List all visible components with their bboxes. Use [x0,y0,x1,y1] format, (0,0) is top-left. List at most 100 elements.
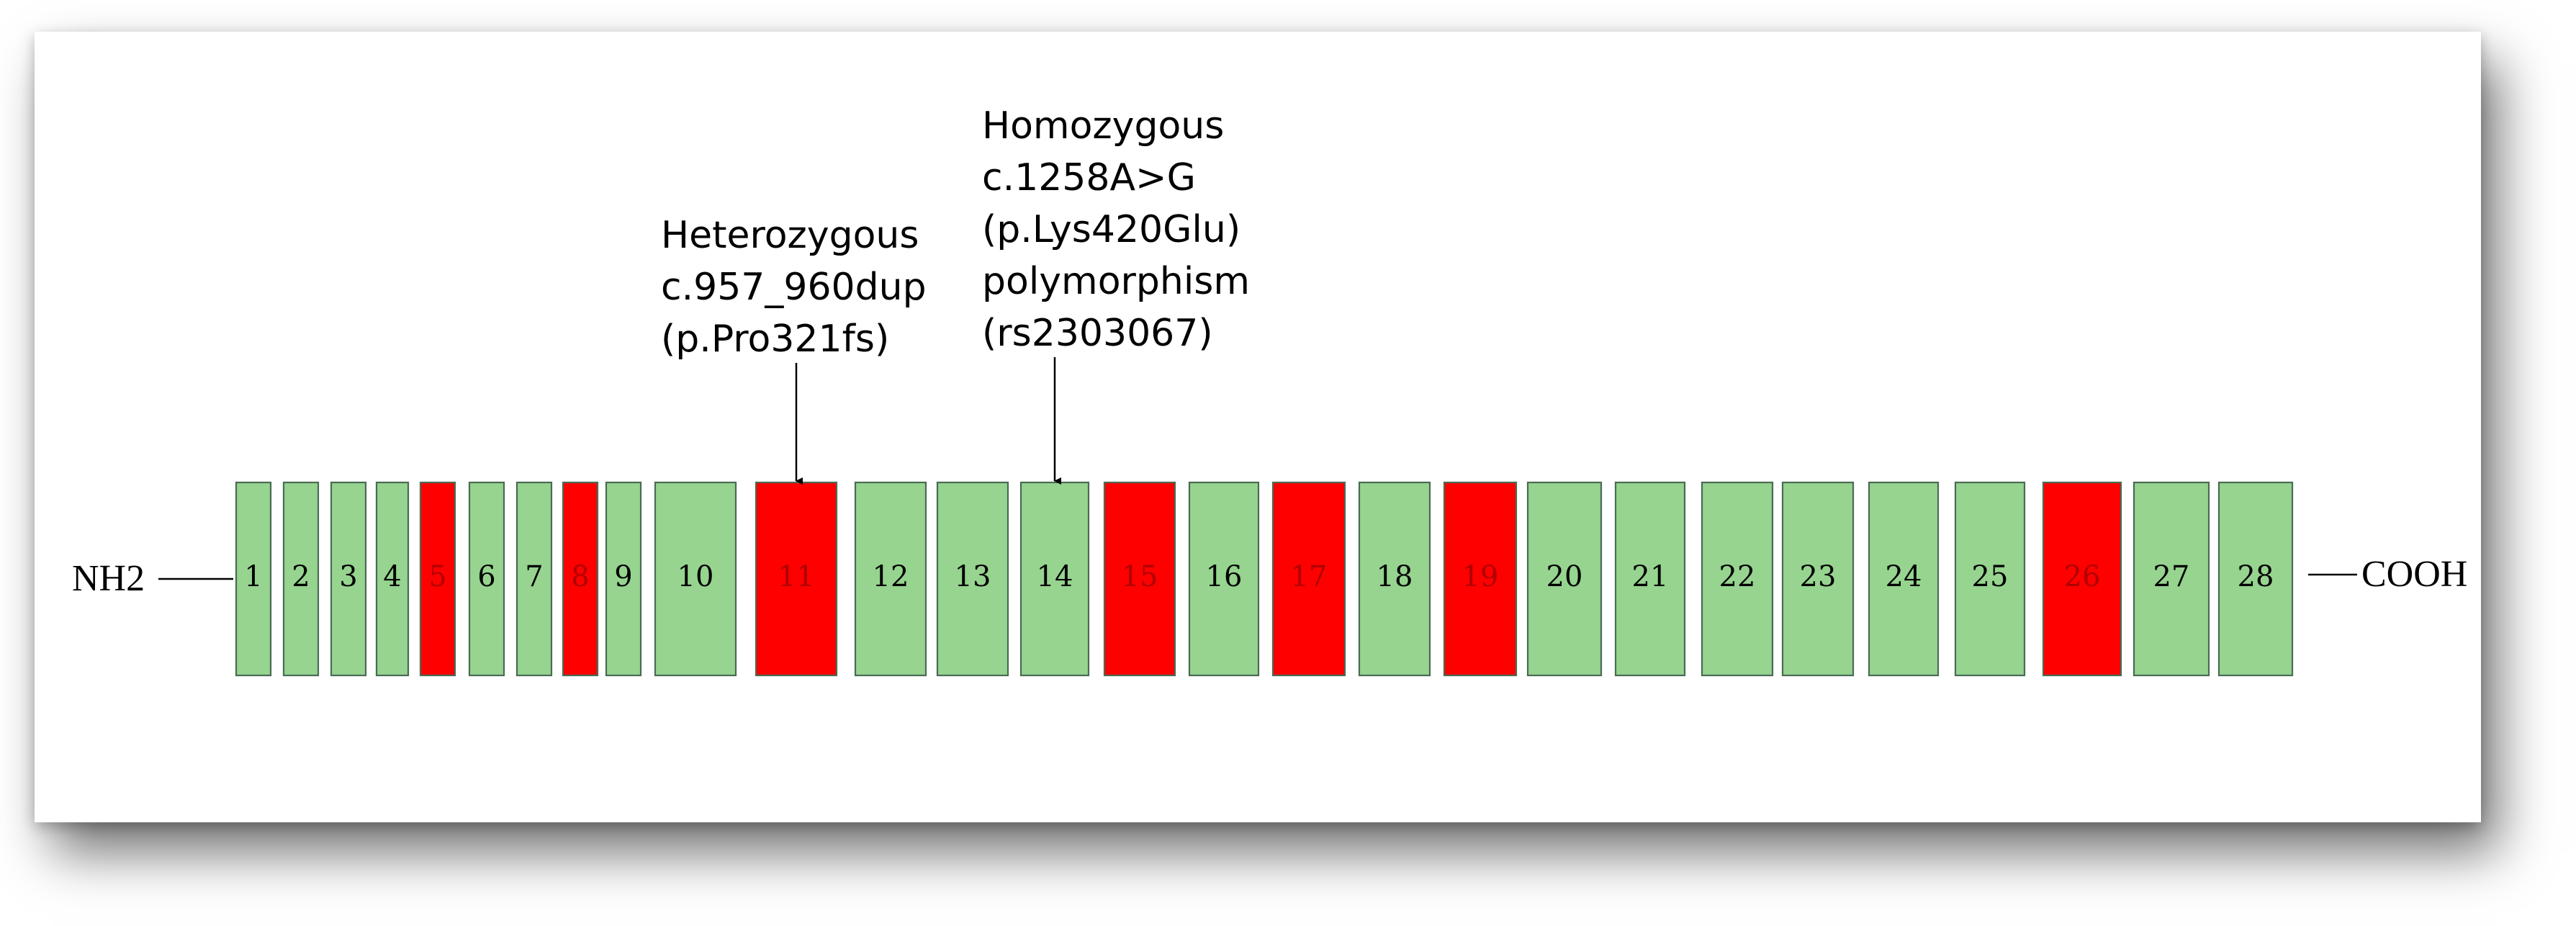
exon-number: 20 [1546,560,1583,593]
exon-number: 9 [614,560,632,593]
exon-box [282,481,320,677]
exon-16: 16 [1188,481,1260,677]
exon-box [1701,481,1774,677]
exon-box [1614,481,1686,677]
exon-19: 19 [1443,481,1518,677]
annotation-exon-11: Heterozygous c.957_960dup (p.Pro321fs) [661,214,927,485]
exon-number: 28 [2238,560,2274,593]
exon-box [1188,481,1260,677]
exon-box [654,481,737,677]
exon-number: 2 [292,560,310,593]
exon-20: 20 [1526,481,1603,677]
exon-box [235,481,272,677]
exon-number: 6 [477,560,495,593]
diagram-panel: NH2 COOH 1 2 3 4 5 6 7 8 9 10 11 12 13 14 15 16 17 18 19 20… [35,32,2481,822]
exon-number: 22 [1719,560,1756,593]
exon-number: 25 [1972,560,2009,593]
exon-9: 9 [605,481,642,677]
exon-structure-diagram: NH2 COOH 1 2 3 4 5 6 7 8 9 10 11 12 13 14 15 16 17 18 19 20… [72,104,2467,677]
exon-box [2042,481,2122,677]
exon-7: 7 [515,481,553,677]
exon-number: 3 [339,560,357,593]
exon-number: 13 [955,560,991,593]
c-terminus-label: COOH [2361,554,2467,595]
exon-24: 24 [1868,481,1940,677]
annotation-text: Heterozygous c.957_960dup (p.Pro321fs) [661,214,927,361]
annotation-text: Homozygous c.1258A>G (p.Lys420Glu) polymorp… [982,104,1250,355]
exon-27: 27 [2133,481,2210,677]
exon-box [1443,481,1518,677]
exon-number: 21 [1632,560,1669,593]
exon-11: 11 [755,481,838,677]
exon-number: 15 [1122,560,1158,593]
exon-17: 17 [1271,481,1346,677]
exon-number: 8 [571,560,589,593]
exon-22: 22 [1701,481,1774,677]
exon-number: 17 [1291,560,1328,593]
exon-4: 4 [375,481,410,677]
exon-box [2133,481,2210,677]
exon-box [1954,481,2026,677]
exon-1: 1 [235,481,272,677]
exon-12: 12 [854,481,927,677]
exon-box [515,481,553,677]
annotation-line: c.1258A>G [982,156,1196,199]
exon-2: 2 [282,481,320,677]
annotation-exon-14: Homozygous c.1258A>G (p.Lys420Glu) polymorp… [982,104,1250,485]
exon-number: 16 [1206,560,1243,593]
exon-18: 18 [1358,481,1431,677]
annotation-line: Heterozygous [661,214,919,257]
exon-13: 13 [936,481,1009,677]
exon-number: 14 [1037,560,1073,593]
exon-box [468,481,505,677]
annotation-line: (p.Lys420Glu) [982,208,1240,251]
exon-box [1271,481,1346,677]
exon-number: 27 [2153,560,2190,593]
exon-number: 23 [1800,560,1837,593]
exon-5: 5 [419,481,456,677]
exon-number: 7 [525,560,543,593]
exon-box [419,481,456,677]
exon-number: 1 [244,560,262,593]
exon-number: 26 [2064,560,2101,593]
variant-annotations: Heterozygous c.957_960dup (p.Pro321fs) Homo… [661,104,1250,485]
exon-box [1868,481,1940,677]
annotation-line: polymorphism [982,260,1250,303]
n-terminus-label: NH2 [72,558,145,599]
exon-box [605,481,642,677]
exon-14: 14 [1019,481,1090,677]
exon-box [375,481,410,677]
exon-box [1103,481,1176,677]
annotation-line: c.957_960dup [661,266,927,309]
exon-21: 21 [1614,481,1686,677]
exon-box [854,481,927,677]
exon-15: 15 [1103,481,1176,677]
exon-box [755,481,838,677]
exon-number: 19 [1462,560,1499,593]
exon-28: 28 [2217,481,2294,677]
exon-box [2217,481,2294,677]
exon-number: 4 [383,560,401,593]
exon-box [1019,481,1090,677]
exon-8: 8 [562,481,599,677]
exon-track: 1 2 3 4 5 6 7 8 9 10 11 12 13 14 15 16 17 18 19 20 21 22 23 24 2… [235,481,2294,677]
exon-number: 10 [677,560,714,593]
exon-26: 26 [2042,481,2122,677]
annotation-line: (p.Pro321fs) [661,318,889,361]
exon-10: 10 [654,481,737,677]
exon-box [936,481,1009,677]
exon-box [1526,481,1603,677]
exon-6: 6 [468,481,505,677]
exon-number: 12 [873,560,909,593]
exon-3: 3 [330,481,367,677]
exon-box [562,481,599,677]
exon-25: 25 [1954,481,2026,677]
exon-box [330,481,367,677]
exon-box [1781,481,1855,677]
annotation-line: (rs2303067) [982,312,1213,355]
annotation-line: Homozygous [982,104,1224,148]
exon-number: 11 [778,560,815,593]
exon-number: 18 [1377,560,1413,593]
exon-number: 5 [428,560,446,593]
